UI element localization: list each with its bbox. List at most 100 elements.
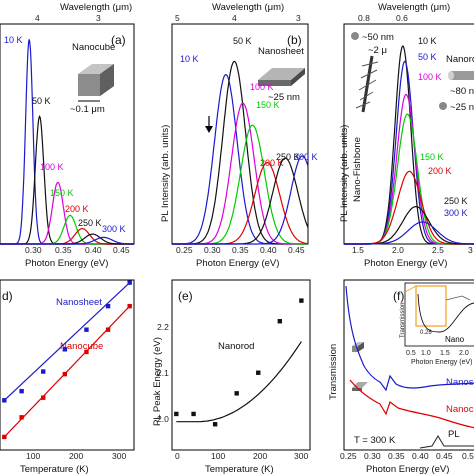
data-point	[105, 303, 111, 309]
panel-b-ylabel: PL Intensity (arb. units)	[160, 125, 171, 222]
panel-b-letter: (b)	[287, 33, 302, 47]
panel-f: Transmission (f) 0.26 Nano Transmission …	[328, 279, 474, 474]
panel-a-top-label: Wavelength (μm)	[60, 2, 132, 13]
series-label: 100 K	[250, 82, 274, 92]
panel-a-tick: 0.30	[25, 245, 42, 255]
panel-a-xlabel: Photon Energy (eV)	[25, 258, 108, 269]
dot-marker-icon	[439, 102, 447, 110]
fit-curve	[176, 341, 302, 423]
panel-f-tick: 0.30	[364, 451, 381, 461]
data-point	[234, 391, 239, 396]
inset-highlight-box	[415, 285, 447, 327]
panel-c-tick: 1.5	[352, 245, 364, 255]
panel-c-tick: 2.5	[432, 245, 444, 255]
series-label-nanosheet-f: Nanosheet	[446, 377, 474, 388]
inset-curve	[417, 293, 474, 333]
data-point	[212, 422, 218, 427]
data-point	[84, 327, 89, 332]
down-arrow-icon	[205, 116, 213, 133]
panel-a-letter: (a)	[111, 33, 126, 47]
data-point	[277, 319, 283, 324]
panel-f-label-temp: T = 300 K	[354, 435, 396, 446]
panel-c-xlabel: Photon Energy (eV)	[364, 258, 447, 269]
panel-d-tick: 300	[112, 451, 126, 461]
panel-e: (e) Nanorod PL Peak Energy (eV) 2.0 2.1 …	[152, 279, 311, 474]
panel-c-label-fishbone: Nano-Fishbone	[352, 137, 363, 202]
series-label: 150 K	[50, 188, 74, 198]
panel-f-tick: 0.40	[412, 451, 429, 461]
data-point	[299, 298, 304, 303]
series-label-nanosheet: Nanosheet	[56, 297, 102, 308]
panel-c-top-tick: 0.6	[396, 13, 408, 23]
panel-c-label-nanorod: Nanorod	[446, 54, 474, 65]
dot-marker-icon	[351, 32, 359, 40]
series-label: 150 K	[420, 152, 444, 162]
data-point	[174, 411, 179, 417]
panel-d-xlabel: Temperature (K)	[20, 464, 89, 474]
panel-c-label-80nm: ~80 n	[450, 86, 474, 97]
inset-tick: 2.0	[459, 350, 469, 357]
panel-c-top-tick: 0.8	[358, 13, 370, 23]
inset-ylabel: Transmission	[400, 303, 406, 338]
series-label: 200 K	[65, 204, 89, 214]
data-point	[19, 388, 24, 394]
panel-d-tick: 200	[69, 451, 83, 461]
inset-tick: 0.5	[406, 350, 416, 357]
data-point	[2, 434, 7, 440]
panel-e-ytick: 2.1	[157, 368, 169, 378]
inset-tick: 1.0	[421, 350, 431, 357]
series-line	[344, 113, 474, 245]
panel-d: d) Nanosheet Nanocube 100 200 300 Temper…	[0, 279, 135, 474]
panel-b-xlabel: Photon Energy (eV)	[196, 258, 279, 269]
data-point	[19, 415, 24, 420]
panel-a-tick: 0.35	[55, 245, 72, 255]
panel-a-label-shape: Nanocube	[72, 42, 115, 53]
panel-e-tick: 100	[211, 451, 225, 461]
data-point	[191, 411, 196, 417]
series-label-nanocube: Nanocube	[60, 341, 103, 352]
data-point	[105, 327, 111, 332]
panel-d-letter: d)	[2, 289, 13, 303]
panel-b-label-shape: Nanosheet	[258, 46, 304, 57]
small-cube-icon	[352, 342, 364, 352]
panel-b-tick: 0.45	[288, 245, 305, 255]
series-label: 10 K	[418, 36, 437, 46]
panel-a-top-tick: 4	[35, 13, 40, 23]
inset-label: Nano	[445, 335, 465, 344]
inset-tick: 1.5	[440, 350, 450, 357]
series-label: 300 K	[294, 152, 318, 162]
nanorod-icon	[448, 71, 474, 80]
panel-e-tick: 300	[294, 451, 308, 461]
transmission-curve-nanosheet	[345, 285, 474, 392]
panel-c-label-50nm: ~50 nm	[362, 32, 394, 43]
series-label: 300 K	[102, 224, 126, 234]
panel-c-label-2u: ~2 μ	[368, 45, 387, 56]
series-label: 100 K	[40, 162, 64, 172]
panel-b-tick: 0.35	[232, 245, 249, 255]
nanosheet-icon	[258, 68, 305, 86]
panel-f-letter: (f)	[393, 289, 404, 303]
series-label: 150 K	[256, 100, 280, 110]
panel-a: Wavelength (μm) 4 3 (a) Nanocube ~0.1 μm…	[0, 2, 135, 269]
fit-line	[3, 282, 131, 401]
panel-a-tick: 0.40	[85, 245, 102, 255]
panel-c-label-25nm: ~25 nm	[450, 102, 474, 113]
panel-f-xlabel: Photon Energy (eV)	[366, 464, 449, 474]
series-label: 10 K	[180, 54, 199, 64]
data-point	[41, 395, 46, 400]
panel-c-tick: 3	[468, 245, 473, 255]
panel-f-tick: 0.5	[462, 451, 474, 461]
series-label-nanorod: Nanorod	[218, 341, 254, 352]
panel-e-frame	[171, 279, 311, 451]
panel-b: Wavelength (μm) 5 4 3 (b) Nanosheet ~25 …	[160, 2, 318, 269]
panel-f-tick: 0.35	[388, 451, 405, 461]
panel-d-tick: 100	[26, 451, 40, 461]
data-point	[256, 370, 261, 375]
data-point	[127, 303, 132, 309]
panel-b-tick: 0.40	[260, 245, 277, 255]
series-label: 200 K	[428, 166, 452, 176]
nanocube-icon	[78, 64, 114, 96]
inset-connector	[404, 285, 417, 293]
panel-c-top-label: Wavelength (μm)	[378, 2, 450, 13]
